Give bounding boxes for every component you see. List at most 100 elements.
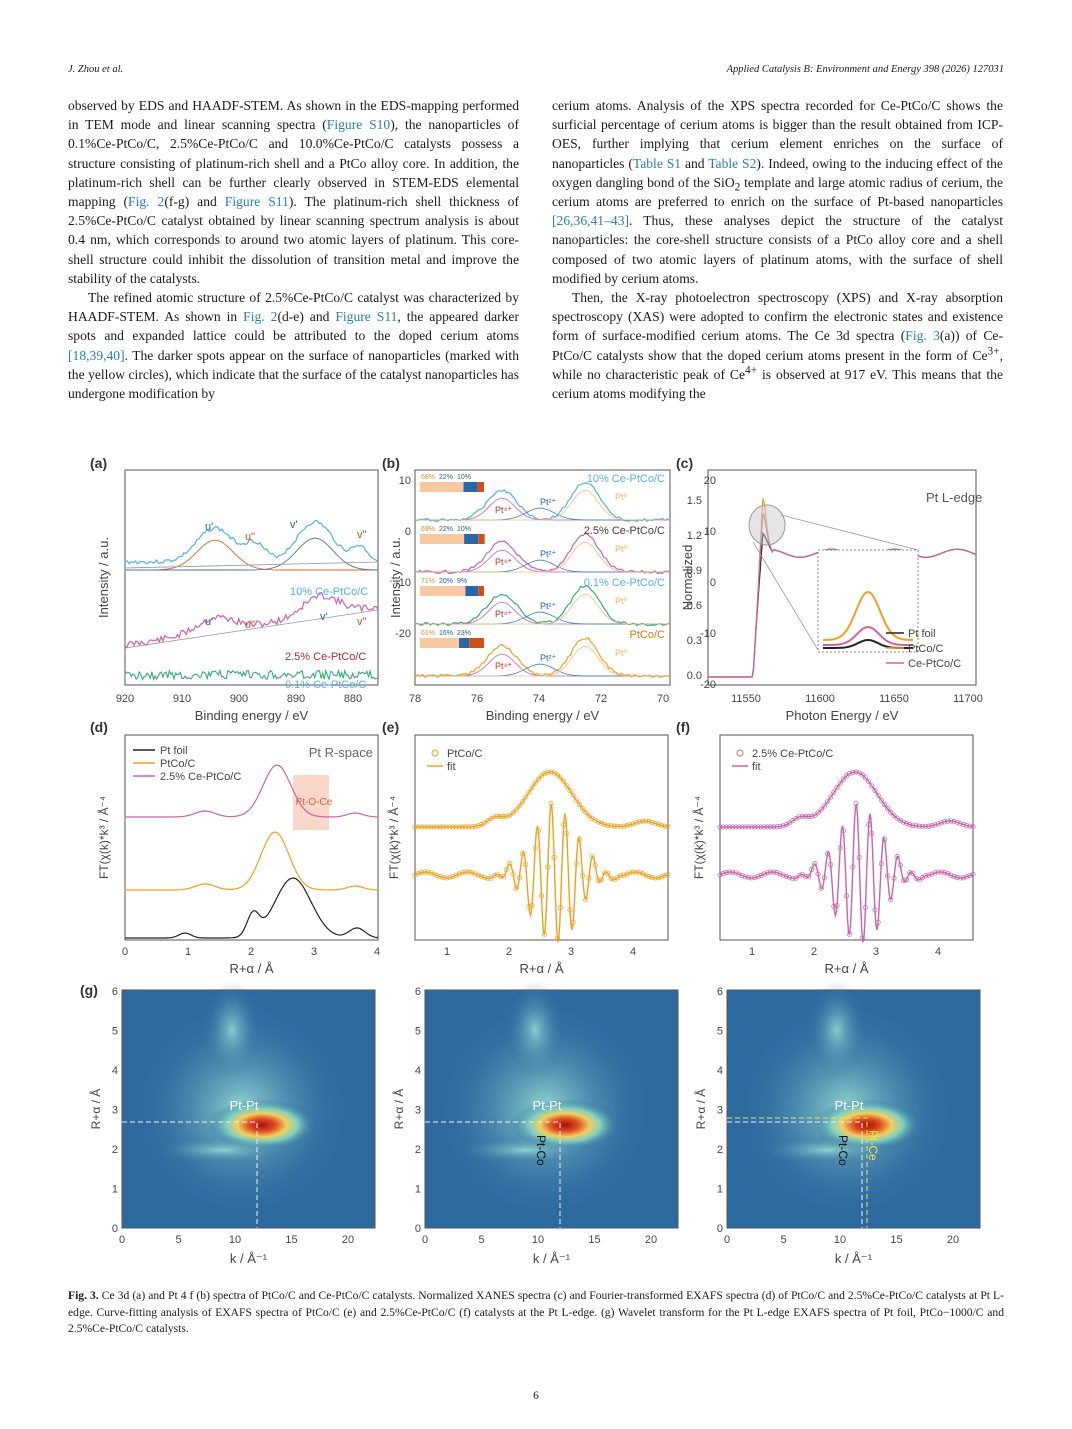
composition-bar [478,586,484,596]
citation-link[interactable]: Table S2 [708,155,757,171]
bar-label: 69% [421,526,435,533]
text-run: (a)) of Ce-PtCo/C catalysts show that th… [552,328,1003,363]
bar-label: 10% [457,526,471,533]
fit-line [415,771,669,828]
data-point [834,903,840,909]
text-run: and [681,155,709,171]
data-point [545,769,551,775]
citation-link[interactable]: Fig. 3 [905,328,940,344]
citation-link[interactable]: Figure S10 [326,117,391,133]
species-label: Pt²⁺ [540,497,557,507]
data-point [437,824,443,830]
tick-label: 4 [935,946,941,958]
data-point [655,822,662,828]
data-point [428,824,434,830]
data-point [948,818,954,824]
tick-label: 880 [344,693,362,705]
citation-link[interactable]: [18,39,40] [68,347,125,363]
data-point [964,874,970,880]
tick-label: 76 [471,693,483,705]
data-point [488,815,494,822]
data-point [907,870,913,876]
data-point [504,867,510,873]
species-label: Pt⁴⁺ [495,505,512,515]
tick-label: 11600 [805,693,835,705]
tick-label: 3 [568,946,574,958]
data-point [507,861,513,867]
fit-line [720,771,974,828]
axes-frame [424,989,679,1229]
citation-link[interactable]: [26,36,41–43] [552,213,630,229]
data-point [418,824,424,830]
citation-link[interactable]: Fig. 2 [243,309,278,325]
paragraph: The refined atomic structure of 2.5%Ce-P… [68,288,519,403]
text-run: cerium atoms. Analysis of the XPS spectr… [552,98,1003,171]
data-point [935,821,941,827]
data-point [497,873,503,879]
data-point [900,819,906,825]
data-point [605,822,611,828]
data-point [904,820,910,827]
data-point [739,824,745,830]
data-point [491,873,497,879]
data-point [621,872,627,878]
citation-link[interactable]: Figure S11 [335,309,398,325]
data-point [862,775,869,781]
data-point [428,870,434,876]
data-point [745,824,752,830]
data-point [643,818,649,824]
guide-line [727,1121,863,1228]
data-point [542,931,548,937]
legend-label: PtCo/C [908,643,944,655]
data-point [843,893,850,899]
legend-swatch [736,749,744,757]
data-point [440,875,447,881]
fit-line [415,489,670,521]
data-point [758,824,764,830]
data-point [723,824,729,830]
data-point [497,813,503,819]
data-point [761,824,767,830]
data-point [564,830,570,836]
data-point [805,874,812,880]
data-point [726,869,733,875]
data-point [415,824,421,830]
data-point [630,869,636,875]
data-point [459,870,465,876]
data-point [919,823,925,829]
data-point [888,897,894,903]
data-point [599,820,605,827]
data-point [796,873,802,879]
composition-bar [420,482,464,492]
tick-label: 11550 [731,693,761,705]
legend-label: fit [447,761,456,773]
data-point [646,818,652,825]
composition-bar [477,482,484,492]
data-point [526,789,532,795]
tick-label: 1.2 [687,530,702,542]
data-point [589,854,595,860]
axis-label: k / Å⁻¹ [230,1251,268,1266]
page-number: 6 [533,1390,539,1402]
series-label: PtCo/C [630,629,666,641]
text-run: , the appeared darker spots and expanded… [68,309,519,344]
citation-link[interactable]: Fig. 2 [128,194,165,210]
data-point [954,875,960,881]
data-point [742,824,748,830]
data-point [941,870,948,876]
tick-label: 900 [230,693,248,705]
axis-label: Binding energy / eV [195,708,309,723]
data-point [412,824,418,830]
citation-link[interactable]: Figure S11 [224,194,289,210]
data-point [891,812,897,819]
data-point [752,875,758,881]
composition-bar [459,638,470,648]
data-point [866,779,872,785]
data-point [523,862,529,868]
species-label: Pt⁴⁺ [495,609,512,619]
data-point [592,862,598,868]
citation-link[interactable]: Table S1 [632,155,682,171]
data-point [951,874,957,880]
tick-label: 0 [405,526,411,538]
figure-3: (a) (b) (c) (d) (e) (f) (g) 920 910 900 890 880 Bind… [80,450,1000,1284]
